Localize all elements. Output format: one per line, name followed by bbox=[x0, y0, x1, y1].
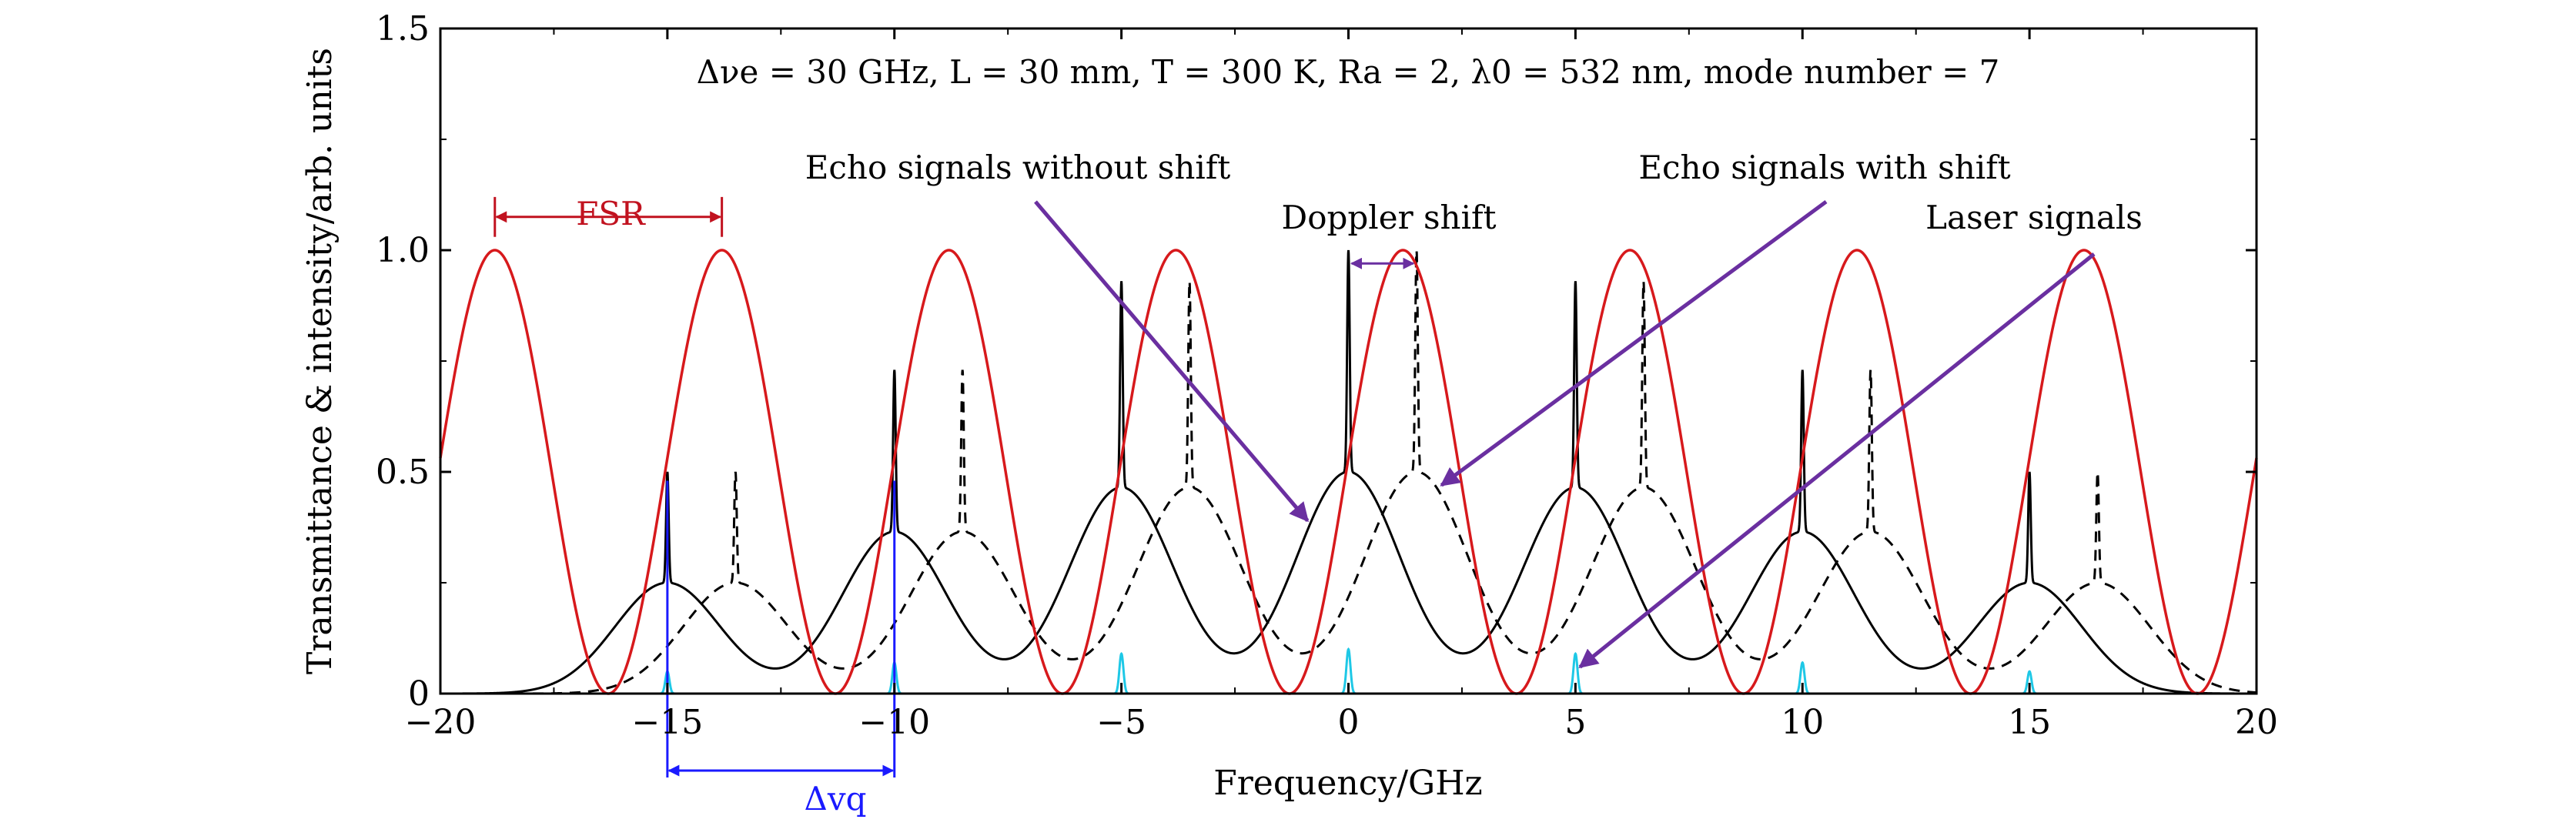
x-tick-label: 5 bbox=[1564, 703, 1586, 742]
laser-signals-label: Laser signals bbox=[1925, 199, 2143, 236]
series-layer bbox=[439, 249, 2258, 695]
echo-without-shift-label: Echo signals without shift bbox=[805, 149, 1231, 186]
ticks-layer: −20 −15 −10 −5 0 5 10 15 20 0 0.5 1.0 1.5 bbox=[376, 9, 2278, 742]
x-tick-label: 0 bbox=[1338, 703, 1360, 742]
y-tick-label: 0.5 bbox=[376, 453, 430, 492]
series-line-transmittance bbox=[439, 249, 2258, 695]
echo-with-shift-label: Echo signals with shift bbox=[1638, 149, 2010, 186]
doppler-shift-label: Doppler shift bbox=[1282, 199, 1497, 236]
y-tick-label: 1.0 bbox=[376, 231, 430, 270]
plot-frame bbox=[439, 27, 2258, 695]
delta-vq-label: Δvq bbox=[805, 780, 867, 818]
laser-signals-arrow bbox=[1578, 252, 2096, 669]
echo-with-shift-arrow bbox=[1440, 199, 1828, 487]
x-tick-label: −5 bbox=[1096, 703, 1146, 742]
echo-without-shift-arrow bbox=[1034, 200, 1310, 523]
y-axis-label: Transmittance & intensity/arb. units bbox=[300, 48, 340, 674]
series-line-echo bbox=[440, 249, 2257, 695]
x-tick-label: −15 bbox=[631, 703, 703, 742]
parameters-text: Δνe = 30 GHz, L = 30 mm, T = 300 K, Ra =… bbox=[697, 53, 2000, 91]
x-tick-label: −20 bbox=[405, 703, 477, 742]
fsr-label: FSR bbox=[576, 195, 646, 232]
y-tick-label: 0 bbox=[408, 674, 430, 714]
x-tick-label: 20 bbox=[2235, 703, 2278, 742]
x-tick-label: 10 bbox=[1781, 703, 1824, 742]
y-tick-label: 1.5 bbox=[376, 9, 430, 48]
annotation-layer bbox=[493, 196, 2096, 778]
x-tick-label: −10 bbox=[858, 703, 930, 742]
x-tick-label: 15 bbox=[2008, 703, 2051, 742]
series-line-echo-shifted bbox=[440, 249, 2257, 695]
x-axis-label: Frequency/GHz bbox=[1213, 764, 1483, 803]
